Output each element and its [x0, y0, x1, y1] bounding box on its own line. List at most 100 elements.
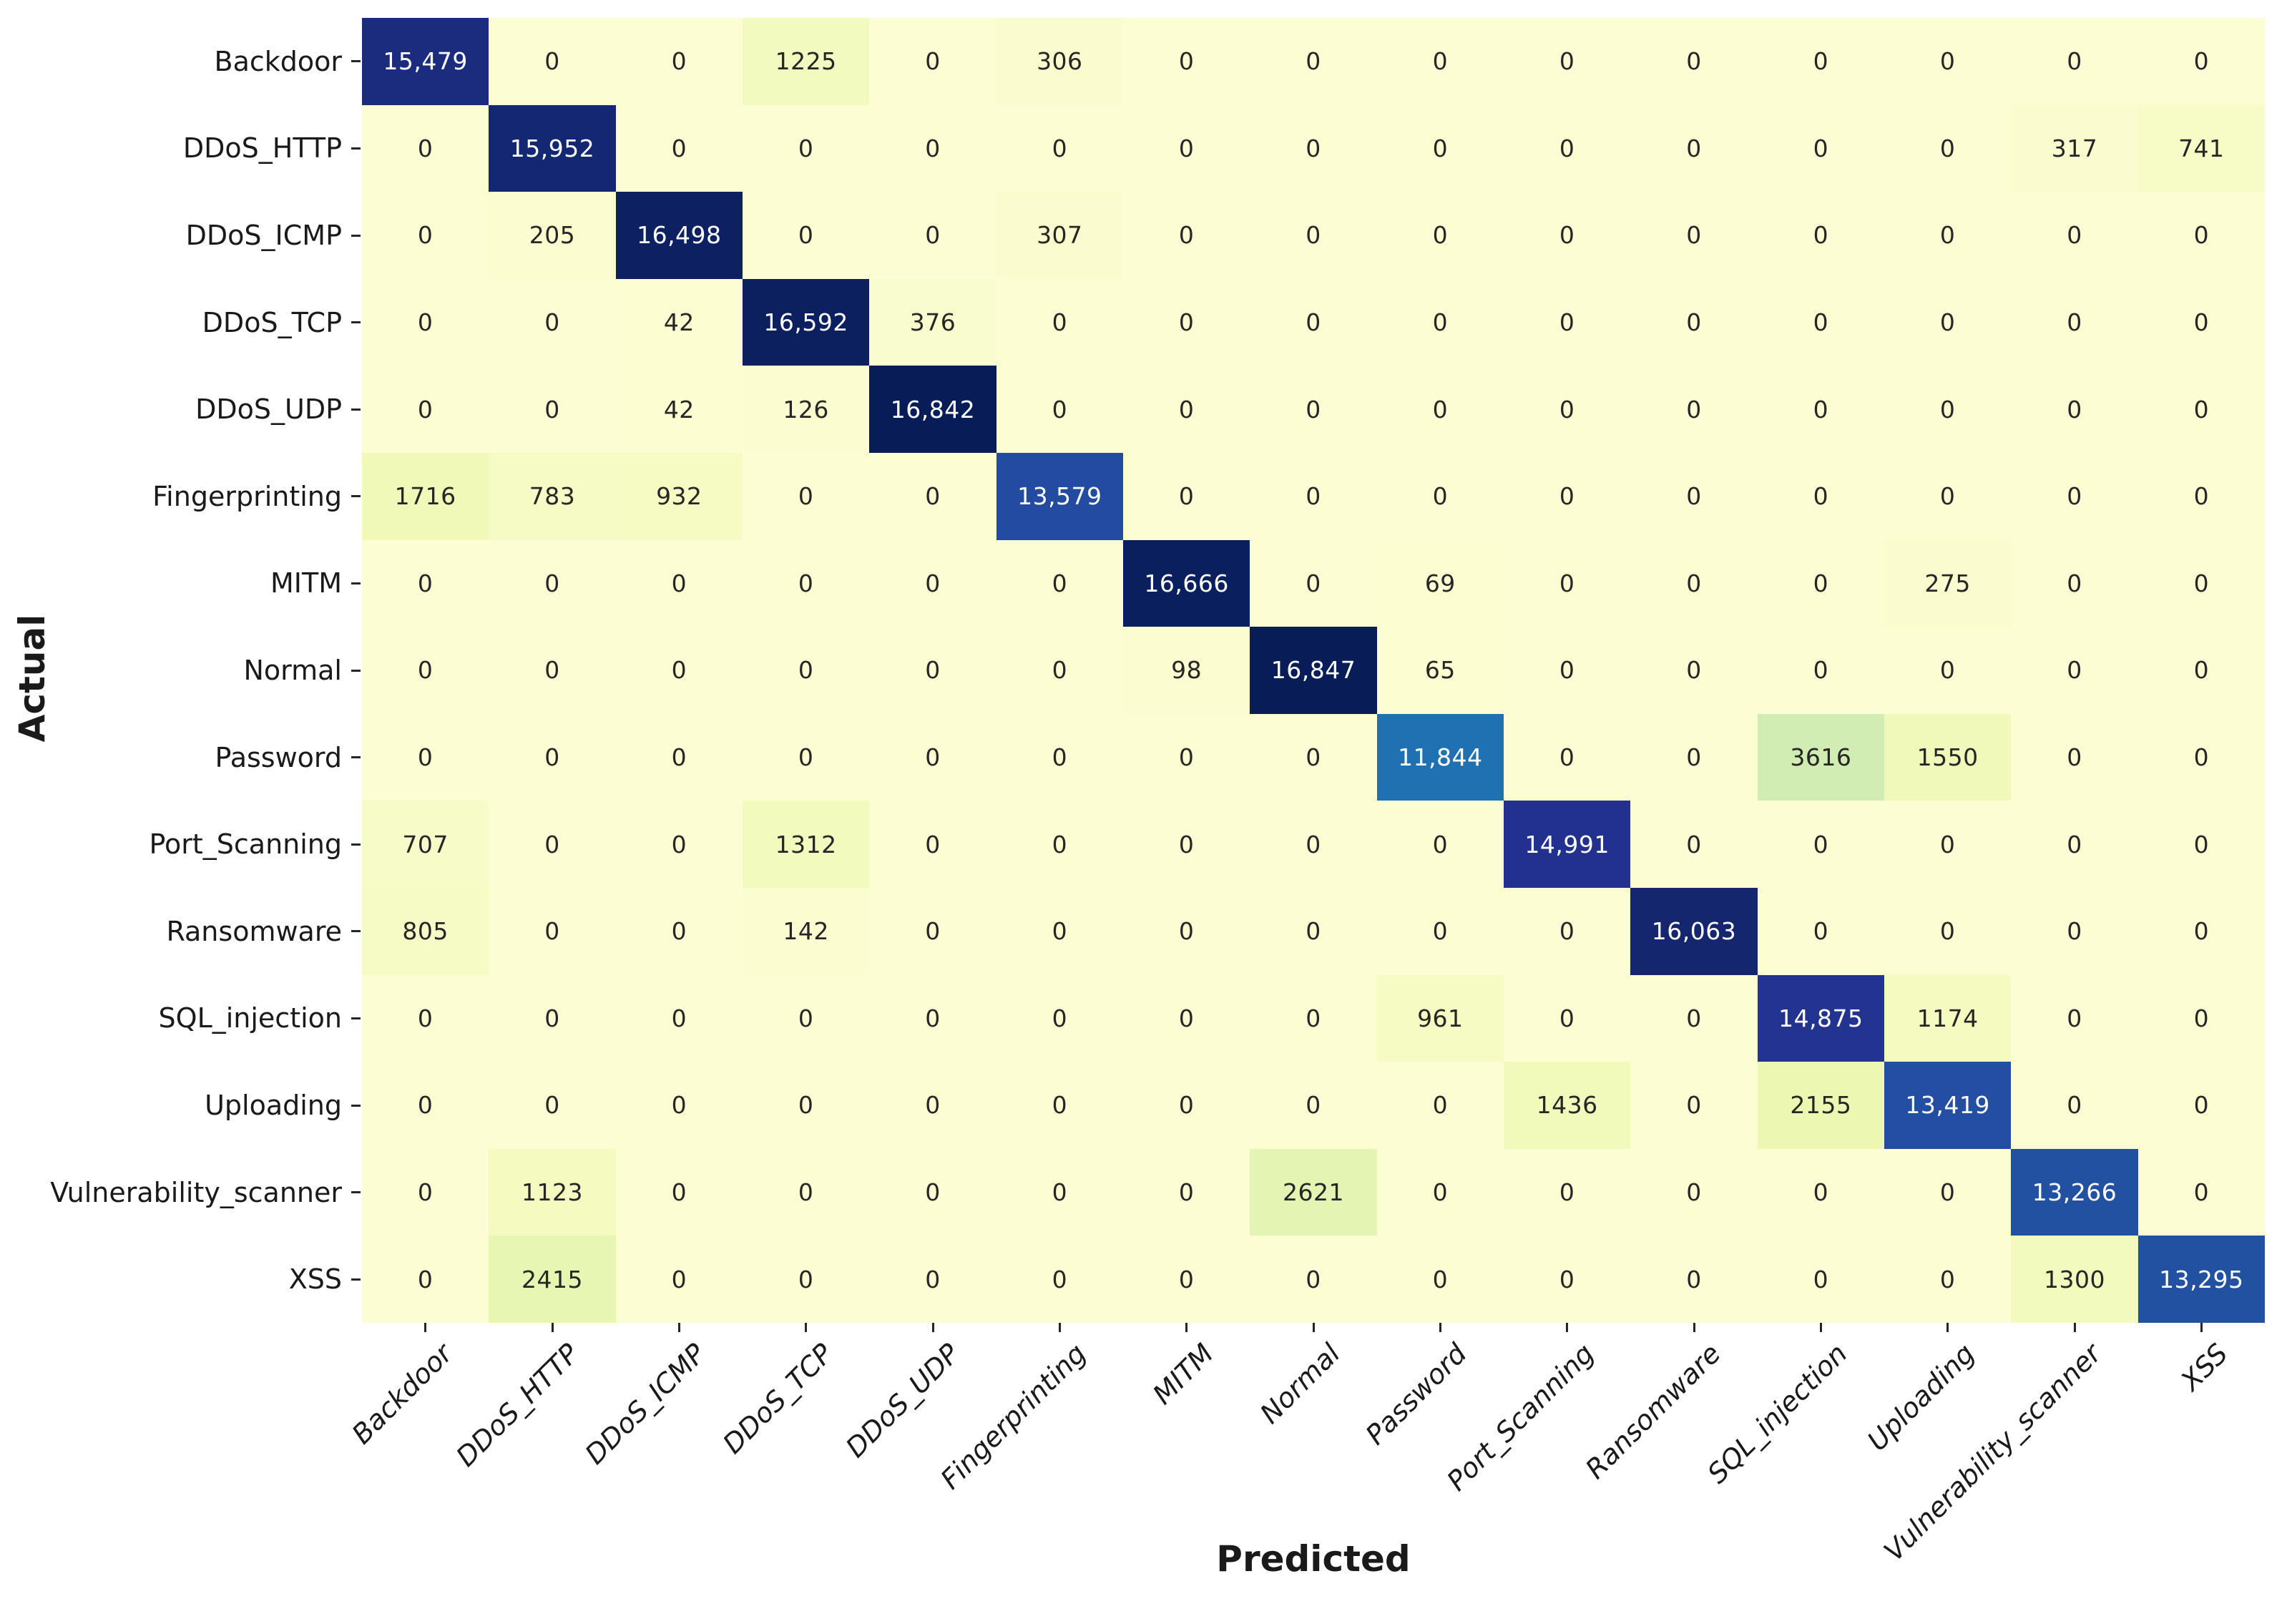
cell-value: 0 — [1686, 656, 1702, 685]
cell-value: 0 — [2193, 47, 2210, 76]
cell-value: 142 — [783, 917, 829, 946]
heatmap-cell: 1300 — [2011, 1236, 2138, 1323]
cell-value: 0 — [1306, 221, 1321, 250]
heatmap-cell: 13,266 — [2011, 1148, 2138, 1236]
heatmap-cell: 0 — [2137, 887, 2265, 975]
cell-value: 0 — [2067, 743, 2082, 772]
heatmap-cell: 0 — [362, 539, 489, 627]
heatmap-cell: 0 — [1503, 452, 1631, 540]
cell-value: 1300 — [2044, 1265, 2105, 1293]
cell-value: 0 — [417, 221, 434, 250]
cell-value: 0 — [1813, 47, 1829, 76]
cell-value: 0 — [1559, 395, 1575, 424]
cell-value: 0 — [1559, 47, 1575, 76]
heatmap-cell: 0 — [1757, 278, 1884, 366]
cell-value: 126 — [783, 395, 829, 424]
heatmap-cell: 0 — [1757, 801, 1884, 888]
heatmap-cell: 0 — [996, 1236, 1123, 1323]
cell-value: 0 — [1306, 308, 1321, 337]
x-tick — [1312, 1323, 1315, 1332]
heatmap-cell: 205 — [489, 192, 616, 279]
cell-value: 11,844 — [1398, 743, 1483, 772]
heatmap-cell: 0 — [2137, 627, 2265, 714]
heatmap-cell: 0 — [1884, 278, 2012, 366]
heatmap-cell: 0 — [1503, 627, 1631, 714]
heatmap-cell: 0 — [1630, 974, 1758, 1062]
cell-value: 0 — [1052, 1004, 1068, 1032]
x-tick — [2200, 1323, 2203, 1332]
x-axis-title: Predicted — [1216, 1538, 1411, 1580]
heatmap-cell: 0 — [996, 713, 1123, 801]
cell-value: 0 — [417, 1004, 434, 1032]
heatmap-cell: 0 — [869, 452, 996, 540]
cell-value: 0 — [925, 917, 941, 946]
cell-value: 0 — [925, 569, 941, 597]
heatmap-cell: 0 — [996, 104, 1123, 192]
cell-value: 0 — [2193, 1004, 2210, 1032]
heatmap-cell: 0 — [1376, 887, 1504, 975]
cell-value: 0 — [925, 830, 941, 859]
heatmap-cell: 0 — [996, 366, 1123, 453]
cell-value: 0 — [1686, 743, 1702, 772]
cell-value: 0 — [2193, 1178, 2210, 1207]
heatmap-cell: 0 — [489, 1062, 616, 1149]
heatmap-cell: 0 — [869, 539, 996, 627]
cell-value: 0 — [671, 1091, 687, 1120]
heatmap-cell: 0 — [2137, 1148, 2265, 1236]
cell-value: 65 — [1424, 656, 1456, 685]
cell-value: 0 — [1686, 47, 1702, 76]
heatmap-cell: 16,498 — [615, 192, 743, 279]
cell-value: 1716 — [394, 482, 456, 511]
x-tick — [1819, 1323, 1822, 1332]
cell-value: 16,063 — [1651, 917, 1737, 946]
heatmap-cell: 0 — [1503, 366, 1631, 453]
cell-value: 0 — [798, 743, 814, 772]
x-tick-label: Backdoor — [346, 1337, 459, 1451]
cell-value: 0 — [1686, 395, 1702, 424]
heatmap-cell: 0 — [1376, 452, 1504, 540]
heatmap-cell: 307 — [996, 192, 1123, 279]
cell-value: 0 — [1686, 482, 1702, 511]
cell-value: 707 — [402, 830, 449, 859]
cell-value: 0 — [1939, 1178, 1956, 1207]
heatmap-cell: 932 — [615, 452, 743, 540]
cell-value: 0 — [798, 1004, 814, 1032]
heatmap-cell: 0 — [1250, 539, 1377, 627]
cell-value: 0 — [1813, 134, 1829, 162]
heatmap-cell: 0 — [1250, 192, 1377, 279]
cell-value: 0 — [1306, 743, 1321, 772]
cell-value: 0 — [417, 743, 434, 772]
cell-value: 317 — [2051, 134, 2098, 162]
heatmap-cell: 0 — [2011, 18, 2138, 105]
cell-value: 13,266 — [2032, 1178, 2117, 1207]
heatmap-cell: 1225 — [742, 18, 870, 105]
cell-value: 0 — [1432, 917, 1449, 946]
cell-value: 15,952 — [509, 134, 595, 162]
cell-value: 0 — [798, 656, 814, 685]
cell-value: 1225 — [775, 47, 837, 76]
cell-value: 0 — [798, 221, 814, 250]
heatmap-cell: 0 — [489, 366, 616, 453]
heatmap-cell: 0 — [1630, 713, 1758, 801]
heatmap-cell: 0 — [2011, 974, 2138, 1062]
cell-value: 0 — [925, 656, 941, 685]
cell-value: 0 — [671, 656, 687, 685]
cell-value: 0 — [1432, 47, 1449, 76]
cell-value: 0 — [1178, 395, 1195, 424]
cell-value: 0 — [671, 1265, 687, 1293]
y-tick — [351, 60, 361, 63]
heatmap-cell: 0 — [1503, 192, 1631, 279]
cell-value: 0 — [1052, 656, 1068, 685]
y-tick — [351, 843, 361, 846]
cell-value: 0 — [1559, 743, 1575, 772]
cell-value: 0 — [2067, 221, 2082, 250]
cell-value: 0 — [1178, 1091, 1195, 1120]
heatmap-cell: 16,592 — [742, 278, 870, 366]
heatmap-cell: 98 — [1122, 627, 1250, 714]
cell-value: 0 — [1559, 1004, 1575, 1032]
cell-value: 0 — [2193, 743, 2210, 772]
x-tick-label: XSS — [2175, 1337, 2235, 1397]
heatmap-cell: 0 — [996, 887, 1123, 975]
heatmap-cell: 13,295 — [2137, 1236, 2265, 1323]
